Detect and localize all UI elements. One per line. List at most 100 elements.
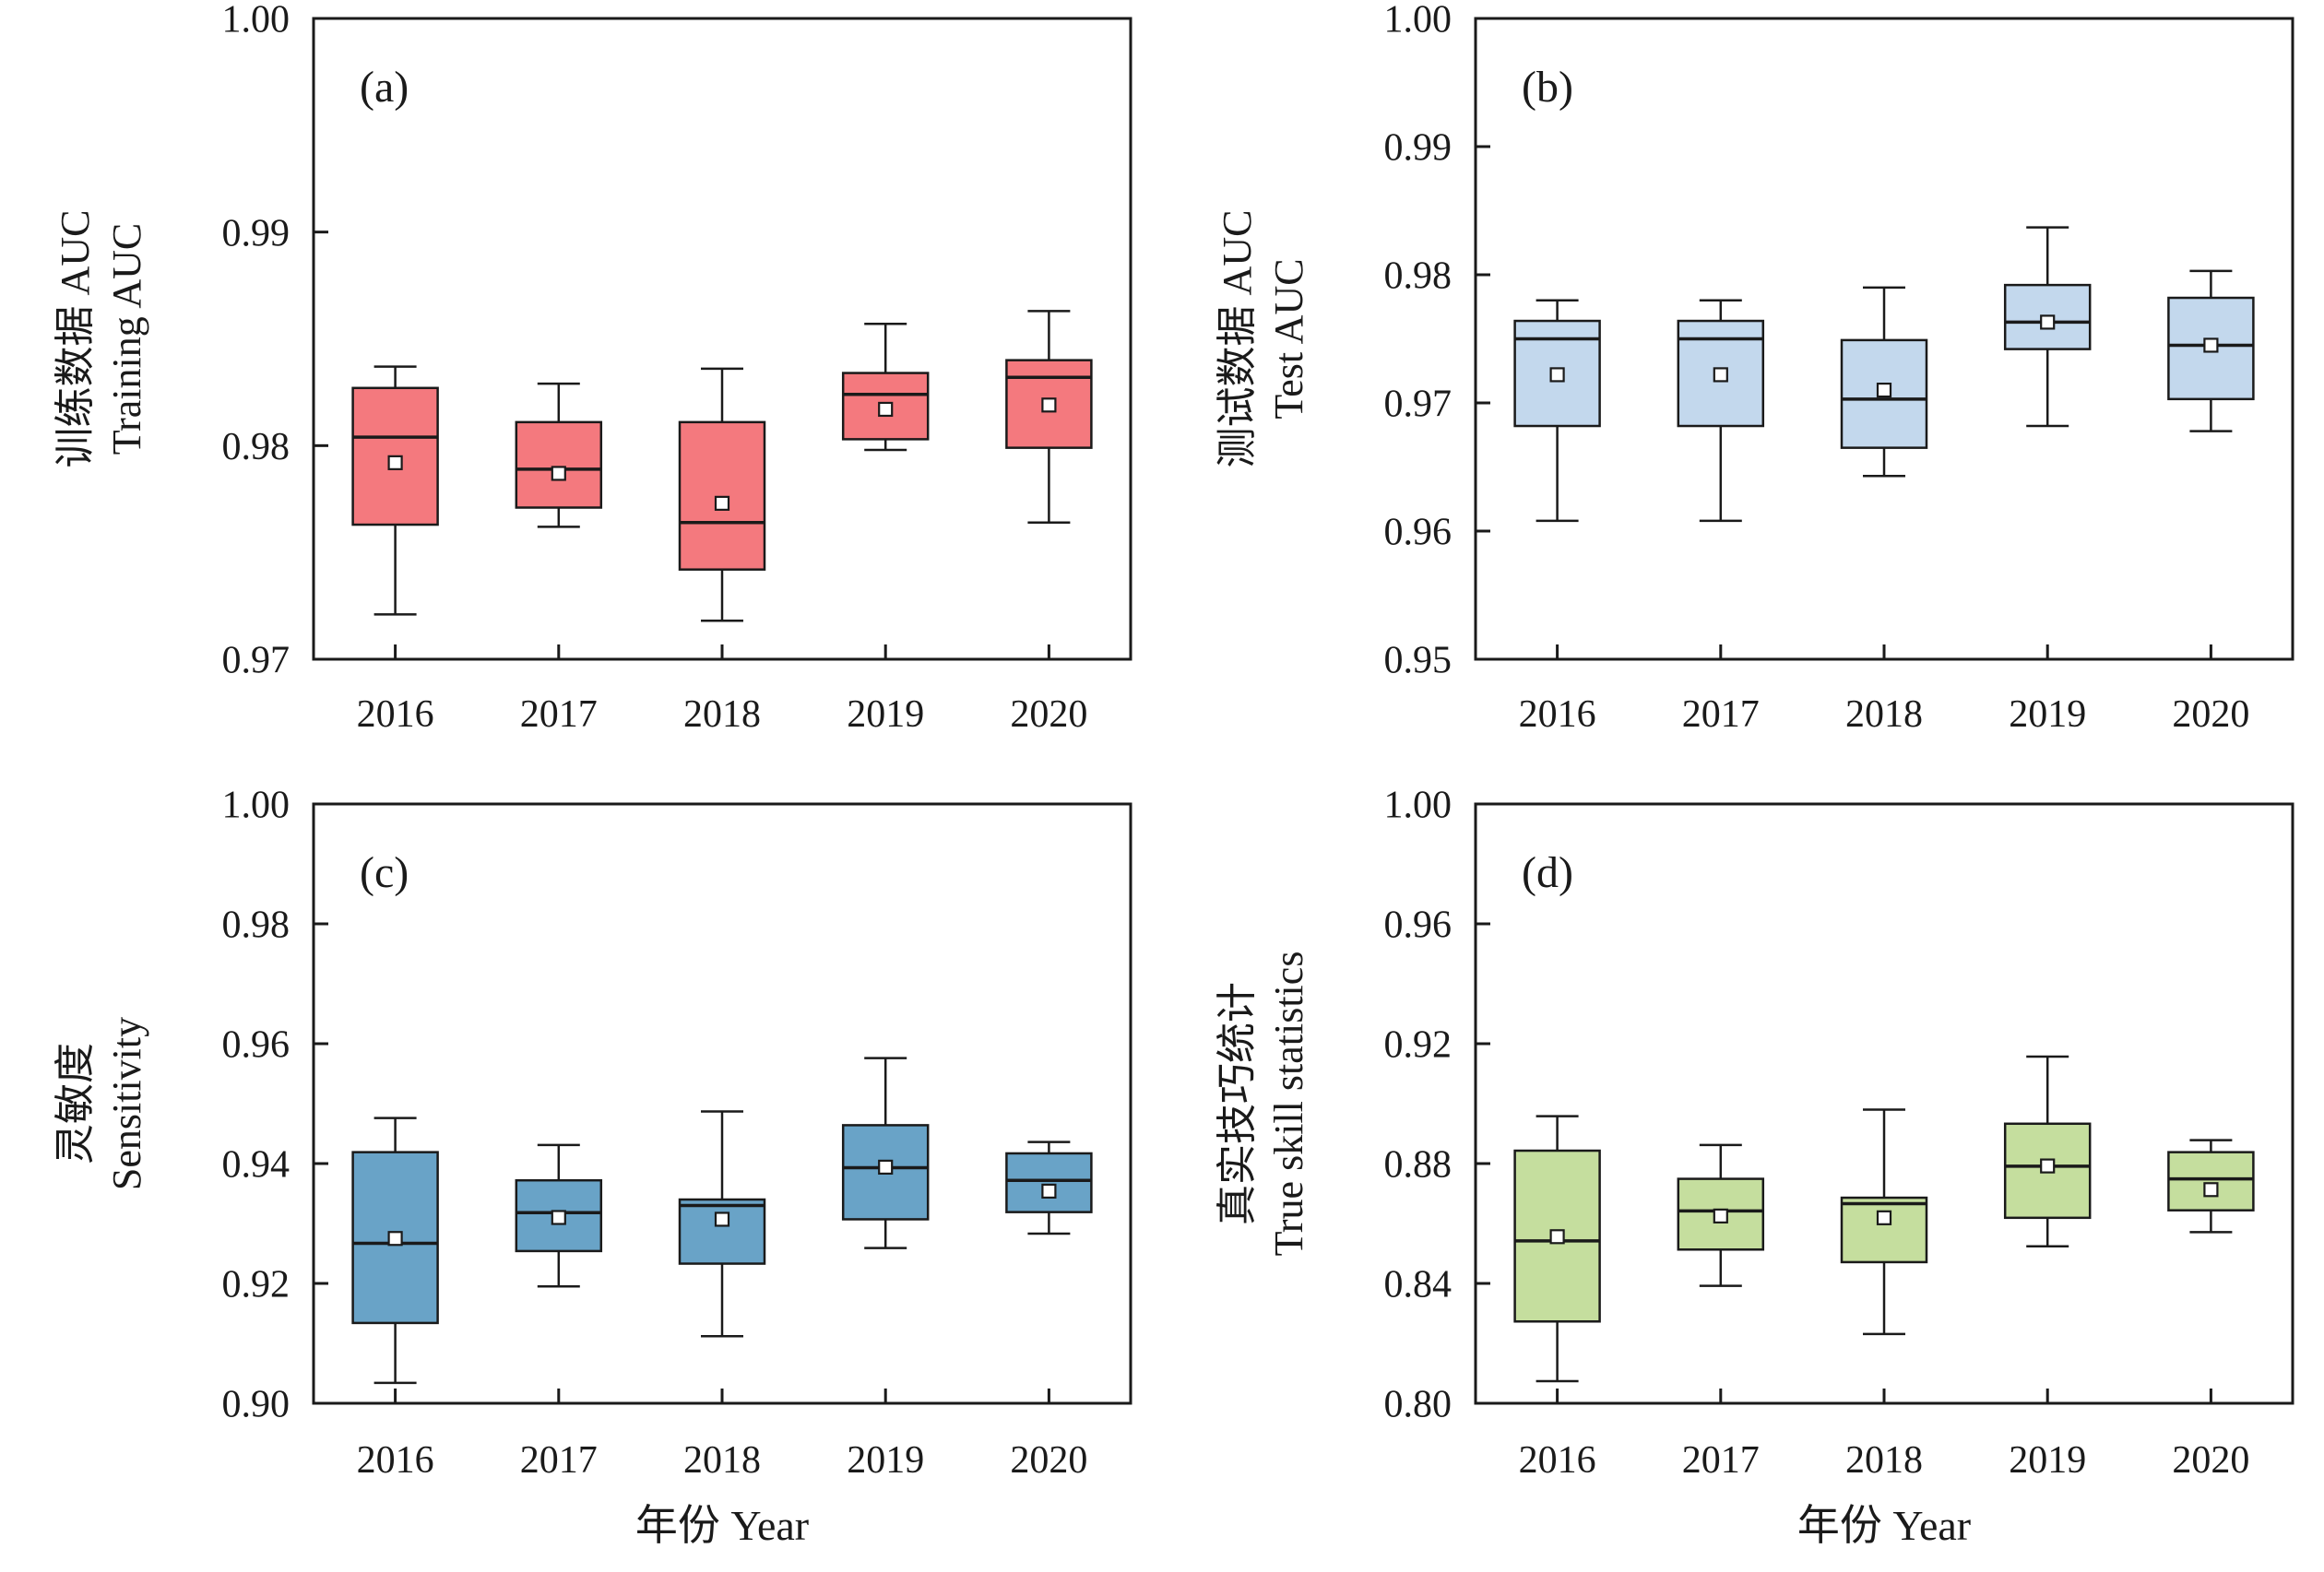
box-2020: [2167, 269, 2255, 432]
panel-letter: (b): [1522, 63, 1573, 112]
mean-marker: [1713, 367, 1728, 383]
box-2016: [1513, 299, 1601, 523]
iqr-box: [1840, 1196, 1928, 1264]
box-2019: [841, 323, 930, 452]
panel-sensitivity: 0.90 0.92 0.94 0.96 0.98 1.00 2016 2017 2018 2019…: [0, 786, 1162, 1572]
panel-test-auc-canvas: 0.95 0.96 0.97 0.98 0.99 1.00 2016 2017 2018 2019…: [1215, 0, 2294, 736]
mean-marker: [2040, 1158, 2056, 1174]
x-tick-label: 2017: [520, 1439, 598, 1482]
y-axis-title-cn: 训练数据 AUC: [53, 210, 98, 468]
x-tick-label: 2019: [2009, 693, 2086, 736]
mean-marker: [2203, 1182, 2219, 1198]
box-2019: [841, 1057, 930, 1249]
mean-marker: [2203, 337, 2219, 353]
box-2016: [1513, 1115, 1601, 1383]
box-2020: [1005, 1141, 1093, 1235]
mean-marker: [878, 401, 894, 418]
panel-true-skill-statistics: 0.80 0.84 0.88 0.92 0.96 1.00 2016 2017 2018 2019…: [1162, 786, 2324, 1572]
y-tick-label: 0.98: [222, 426, 290, 468]
x-tick-label: 2018: [683, 1439, 761, 1482]
y-tick-label: 0.96: [1384, 512, 1452, 554]
mean-marker: [1876, 383, 1892, 398]
mean-marker: [2040, 314, 2056, 330]
box-2018: [1840, 1108, 1928, 1336]
mean-marker: [1041, 1183, 1057, 1199]
mean-marker: [714, 495, 730, 511]
panel-letter: (a): [360, 63, 409, 112]
x-tick-label: 2020: [1010, 1439, 1087, 1482]
x-axis-title: 年份 Year: [635, 1502, 809, 1549]
box-2019: [2003, 226, 2092, 428]
x-tick-label: 2018: [1845, 1439, 1923, 1482]
y-tick-label: 1.00: [1384, 786, 1452, 827]
panel-true-skill-statistics-canvas: 0.80 0.84 0.88 0.92 0.96 1.00 2016 2017 2018 2019…: [1215, 786, 2294, 1549]
y-axis-title-en: Training AUC: [104, 223, 149, 455]
y-tick-label: 0.99: [1384, 127, 1452, 170]
panel-letter: (d): [1522, 848, 1573, 897]
panel-training-auc: 0.97 0.98 0.99 1.00 2016 2017 2018 2019 2020 训练数据…: [0, 0, 1162, 786]
box-2020: [1005, 310, 1093, 524]
mean-marker: [387, 455, 403, 470]
mean-marker: [387, 1231, 403, 1247]
x-tick-label: 2019: [847, 693, 924, 736]
y-tick-label: 0.99: [222, 212, 290, 254]
y-tick-label: 0.88: [1384, 1144, 1452, 1187]
mean-marker: [1549, 367, 1565, 383]
box-2018: [678, 1110, 766, 1338]
panel-training-auc-canvas: 0.97 0.98 0.99 1.00 2016 2017 2018 2019 2020 训练数据…: [53, 0, 1132, 736]
y-tick-label: 1.00: [222, 786, 290, 827]
iqr-box: [1005, 1152, 1093, 1213]
panel-test-auc: 0.95 0.96 0.97 0.98 0.99 1.00 2016 2017 2018 2019…: [1162, 0, 2324, 786]
box-2017: [1677, 299, 1765, 523]
mean-marker: [1876, 1210, 1892, 1225]
y-tick-label: 0.98: [222, 904, 290, 947]
y-axis-title-en: Test AUC: [1266, 258, 1311, 419]
x-tick-label: 2020: [1010, 693, 1087, 736]
box-2017: [515, 382, 603, 528]
y-tick-label: 0.96: [1384, 904, 1452, 947]
iqr-box: [2167, 1151, 2255, 1212]
y-tick-label: 0.95: [1384, 640, 1452, 682]
x-tick-label: 2016: [357, 1439, 434, 1482]
box-2018: [1840, 286, 1928, 478]
panel-letter: (c): [360, 848, 409, 897]
box-2020: [2167, 1139, 2255, 1234]
x-tick-label: 2018: [1845, 693, 1923, 736]
x-tick-label: 2020: [2172, 1439, 2249, 1482]
x-tick-label: 2020: [2172, 693, 2249, 736]
mean-marker: [1549, 1229, 1565, 1245]
box-2016: [351, 365, 439, 616]
x-tick-label: 2019: [847, 1439, 924, 1482]
y-tick-label: 0.94: [222, 1144, 290, 1187]
x-tick-label: 2016: [1519, 693, 1596, 736]
panel-sensitivity-canvas: 0.90 0.92 0.94 0.96 0.98 1.00 2016 2017 2018 2019…: [53, 786, 1132, 1549]
y-tick-label: 1.00: [1384, 0, 1452, 41]
y-axis-title-cn: 真实技巧统计: [1215, 982, 1260, 1225]
y-tick-label: 0.97: [1384, 384, 1452, 426]
y-tick-label: 0.98: [1384, 255, 1452, 298]
y-axis-title-cn: 灵敏度: [53, 1043, 98, 1164]
y-tick-label: 0.96: [222, 1024, 290, 1067]
mean-marker: [551, 1210, 566, 1225]
x-tick-label: 2017: [1682, 693, 1760, 736]
x-tick-label: 2019: [2009, 1439, 2086, 1482]
y-axis-title-en: True skill statistics: [1266, 951, 1311, 1257]
iqr-box: [678, 420, 766, 571]
y-tick-label: 0.90: [222, 1384, 290, 1426]
iqr-box: [678, 1198, 766, 1265]
box-2018: [678, 367, 766, 622]
x-axis-title: 年份 Year: [1797, 1502, 1971, 1549]
mean-marker: [878, 1159, 894, 1175]
x-tick-label: 2017: [520, 693, 598, 736]
mean-marker: [1713, 1208, 1728, 1223]
y-tick-label: 1.00: [222, 0, 290, 41]
y-tick-label: 0.97: [222, 640, 290, 682]
box-2017: [515, 1143, 603, 1288]
x-tick-label: 2016: [1519, 1439, 1596, 1482]
y-tick-label: 0.80: [1384, 1384, 1452, 1426]
y-axis-title-en: Sensitivity: [104, 1017, 149, 1190]
mean-marker: [551, 466, 566, 481]
box-2019: [2003, 1055, 2092, 1247]
x-tick-label: 2017: [1682, 1439, 1760, 1482]
